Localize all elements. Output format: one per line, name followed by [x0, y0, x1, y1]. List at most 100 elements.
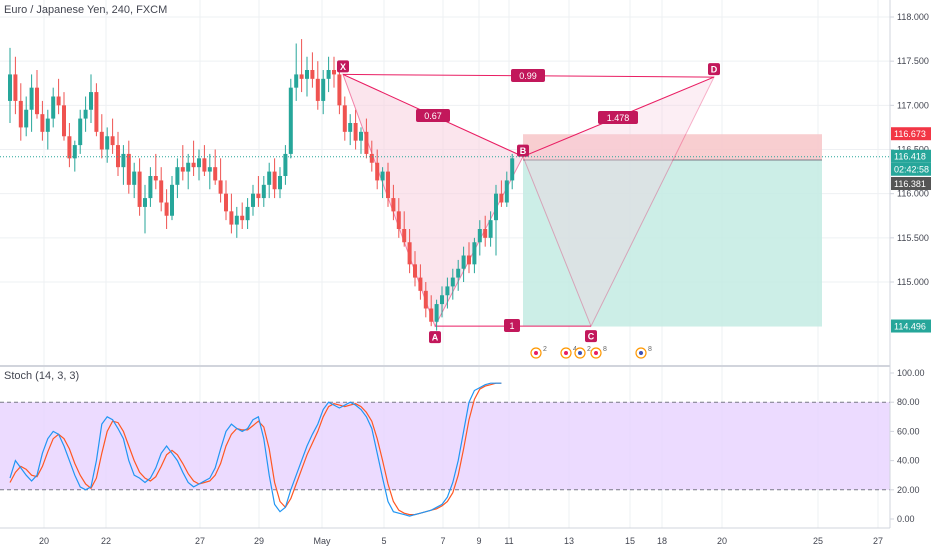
- candle-body: [342, 105, 347, 132]
- stoch-band: [0, 402, 890, 490]
- candle-body: [348, 123, 353, 132]
- tag-countdown-bg: [891, 162, 931, 176]
- candle-body: [407, 242, 412, 265]
- candle-body: [207, 167, 212, 172]
- candle-body: [105, 136, 110, 150]
- candle-body: [299, 74, 304, 79]
- candle-body: [450, 277, 455, 287]
- tag-stop-bg: [891, 127, 931, 141]
- candle-body: [99, 131, 104, 150]
- event-dot: [639, 351, 643, 355]
- event-dot: [564, 351, 568, 355]
- candle-body: [456, 268, 461, 278]
- event-dot: [578, 351, 582, 355]
- candle-body: [467, 255, 471, 265]
- candle-body: [218, 180, 223, 194]
- candle-body: [121, 153, 126, 168]
- price-axis-bg: [890, 0, 932, 550]
- candle-body: [56, 96, 61, 106]
- ratio-ac: 1: [509, 321, 514, 331]
- time-tick-label: 13: [564, 536, 574, 546]
- candle-body: [132, 171, 137, 185]
- stop-loss-zone: [523, 134, 822, 161]
- candle-body: [89, 92, 93, 110]
- candle-body: [186, 162, 191, 172]
- candle-body: [418, 277, 423, 291]
- point-x-badge: [337, 60, 349, 73]
- take-profit-zone: [523, 160, 822, 327]
- candle-body: [159, 180, 164, 203]
- candle-body: [35, 87, 39, 115]
- time-tick-label: 29: [254, 536, 264, 546]
- tag-entry-bg: [891, 177, 931, 191]
- price-tick-label: 115.000: [897, 277, 929, 287]
- candle-body: [245, 206, 250, 221]
- candle-body: [380, 171, 385, 181]
- candle-body: [45, 118, 50, 132]
- candle-body: [18, 100, 23, 128]
- candle-body: [234, 215, 239, 225]
- candle-body: [305, 70, 309, 79]
- candle-body: [310, 70, 315, 79]
- stoch-tick-label: 0.00: [897, 514, 915, 524]
- candle-body: [440, 295, 444, 305]
- candle-body: [72, 145, 77, 159]
- tag-last-price: 116.418: [894, 152, 926, 162]
- time-tick-label: 27: [873, 536, 883, 546]
- time-tick-label: 7: [440, 536, 445, 546]
- candle-body: [175, 167, 180, 185]
- point-d-badge: [708, 63, 720, 76]
- candle-body: [126, 153, 131, 185]
- candle-body: [13, 74, 18, 101]
- candle-body: [321, 78, 326, 101]
- candle-body: [326, 70, 331, 79]
- point-a-badge: [429, 331, 441, 344]
- candle-body: [375, 162, 380, 181]
- ratio-bcd-box: [598, 111, 638, 124]
- candle-body: [499, 193, 504, 203]
- event-dot: [594, 351, 598, 355]
- candle-body: [429, 308, 434, 322]
- candle-body: [423, 290, 428, 309]
- candle-body: [78, 118, 83, 146]
- candle-body: [434, 304, 439, 322]
- stoch-tick-label: 100.00: [897, 368, 925, 378]
- event-count: 2: [543, 346, 547, 353]
- candle-body: [359, 131, 363, 141]
- candle-body: [62, 105, 66, 137]
- candle-body: [391, 198, 396, 212]
- candle-body: [472, 242, 477, 265]
- candle-body: [488, 220, 493, 238]
- candle-body: [51, 96, 56, 119]
- ratio-bcd: 1.478: [607, 113, 630, 123]
- point-c-badge: [585, 330, 597, 343]
- stoch-tick-label: 40.00: [897, 456, 920, 466]
- price-tick-label: 116.500: [897, 145, 929, 155]
- candle-body: [494, 193, 498, 221]
- point-c-label: C: [588, 332, 595, 342]
- candle-body: [445, 286, 450, 296]
- candle-body: [353, 123, 358, 141]
- stoch-tick-label: 20.00: [897, 485, 920, 495]
- event-count: 4: [573, 346, 577, 353]
- price-tick-label: 115.500: [897, 233, 929, 243]
- candle-body: [315, 78, 320, 101]
- price-tick-label: 117.500: [897, 56, 929, 66]
- candle-body: [261, 184, 266, 199]
- candle-body: [402, 229, 407, 243]
- point-x-label: X: [340, 62, 346, 72]
- candle-body: [364, 131, 369, 154]
- time-tick-label: 18: [657, 536, 667, 546]
- candle-body: [461, 255, 466, 269]
- time-tick-label: 15: [625, 536, 635, 546]
- price-tick-label: 118.000: [897, 12, 929, 22]
- time-tick-label: 25: [813, 536, 823, 546]
- candle-body: [413, 264, 417, 278]
- candle-body: [229, 211, 234, 225]
- price-tick-label: 117.000: [897, 100, 929, 110]
- candle-body: [386, 171, 390, 199]
- stoch-k-line: [9, 382, 502, 517]
- tag-stop: 116.673: [894, 129, 926, 139]
- indicator-title: Stoch (14, 3, 3): [4, 370, 80, 382]
